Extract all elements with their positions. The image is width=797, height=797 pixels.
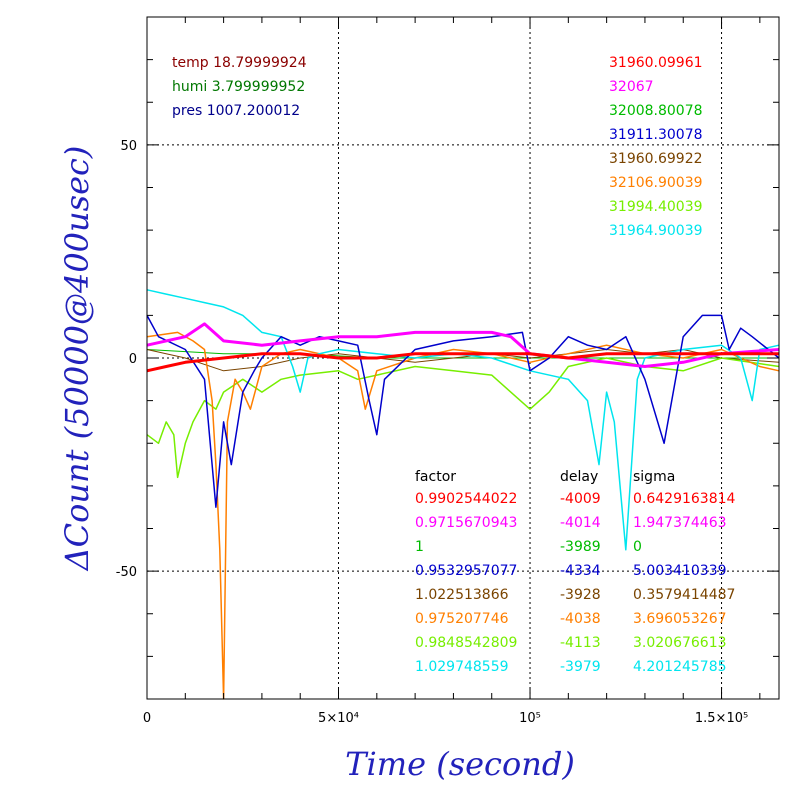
stats-cell: 0.9848542809 xyxy=(415,635,517,651)
y-tick-label: 0 xyxy=(129,352,137,367)
stats-cell: 0.6429163814 xyxy=(633,491,736,507)
series-line xyxy=(146,314,780,508)
env-legend-entry: temp 18.79999924 xyxy=(172,55,307,71)
stats-cell: -4014 xyxy=(560,515,601,531)
env-legend: temp 18.79999924 humi 3.799999952 pres 100… xyxy=(172,55,307,119)
stats-cell: 0.3579414487 xyxy=(633,587,735,603)
means-legend-entry: 31911.30078 xyxy=(609,127,703,143)
stats-cell: -3989 xyxy=(560,539,601,555)
x-tick-label: 5×10⁴ xyxy=(318,711,359,726)
means-legend-entry: 31964.90039 xyxy=(609,223,703,239)
env-legend-entry: pres 1007.200012 xyxy=(172,103,300,119)
stats-cell: 1.947374463 xyxy=(633,515,727,531)
series-line xyxy=(146,289,780,551)
stats-cell: 0.975207746 xyxy=(415,611,509,627)
tick-labels: 0 5×10⁴ 10⁵ 1.5×10⁵ 50 0 -50 xyxy=(116,139,748,726)
means-legend-entry: 31960.09961 xyxy=(609,55,703,71)
stats-cell: 3.696053267 xyxy=(633,611,727,627)
stats-cell: 1.022513866 xyxy=(415,587,509,603)
y-tick-label: 50 xyxy=(120,139,137,154)
means-legend-entry: 32106.90039 xyxy=(609,175,703,191)
env-legend-entry: humi 3.799999952 xyxy=(172,79,305,95)
series-line xyxy=(146,357,780,479)
x-axis-title: Time (second) xyxy=(345,745,575,783)
stats-cell: 3.020676613 xyxy=(633,635,727,651)
means-legend-entry: 32008.80078 xyxy=(609,103,703,119)
stats-cell: -4038 xyxy=(560,611,601,627)
x-tick-label: 10⁵ xyxy=(519,711,541,726)
stats-cell: -4334 xyxy=(560,563,601,579)
series-line xyxy=(146,322,780,368)
stats-header-cell: sigma xyxy=(633,469,675,485)
stats-cell: -3979 xyxy=(560,659,601,675)
y-tick-label: -50 xyxy=(116,565,137,580)
stats-table: factor delay sigma 0.9902544022 0.9715670943… xyxy=(415,469,736,675)
y-axis-title: ΔCount (50000@400usec) xyxy=(58,146,96,573)
x-tick-label: 1.5×10⁵ xyxy=(695,711,748,726)
means-legend: 31960.09961 32067 32008.80078 31911.30078 31… xyxy=(609,55,703,239)
x-tick-label: 0 xyxy=(143,711,151,726)
stats-header-cell: delay xyxy=(560,469,598,485)
stats-cell: 1 xyxy=(415,539,424,555)
stats-cell: 0.9902544022 xyxy=(415,491,517,507)
stats-cell: 0 xyxy=(633,539,642,555)
stats-cell: 1.029748559 xyxy=(415,659,509,675)
series-layer xyxy=(146,289,780,700)
stats-cell: -4009 xyxy=(560,491,601,507)
series-line xyxy=(146,352,779,373)
means-legend-entry: 32067 xyxy=(609,79,654,95)
stats-cell: 4.201245785 xyxy=(633,659,727,675)
stats-cell: 0.9532957077 xyxy=(415,563,517,579)
means-legend-entry: 31960.69922 xyxy=(609,151,703,167)
stats-cell: 5.003410339 xyxy=(633,563,727,579)
means-legend-entry: 31994.40039 xyxy=(609,199,703,215)
stats-cell: -4113 xyxy=(560,635,601,651)
stats-cell: 0.9715670943 xyxy=(415,515,517,531)
stats-cell: -3928 xyxy=(560,587,601,603)
stats-header-cell: factor xyxy=(415,469,456,485)
ticks xyxy=(146,16,779,700)
